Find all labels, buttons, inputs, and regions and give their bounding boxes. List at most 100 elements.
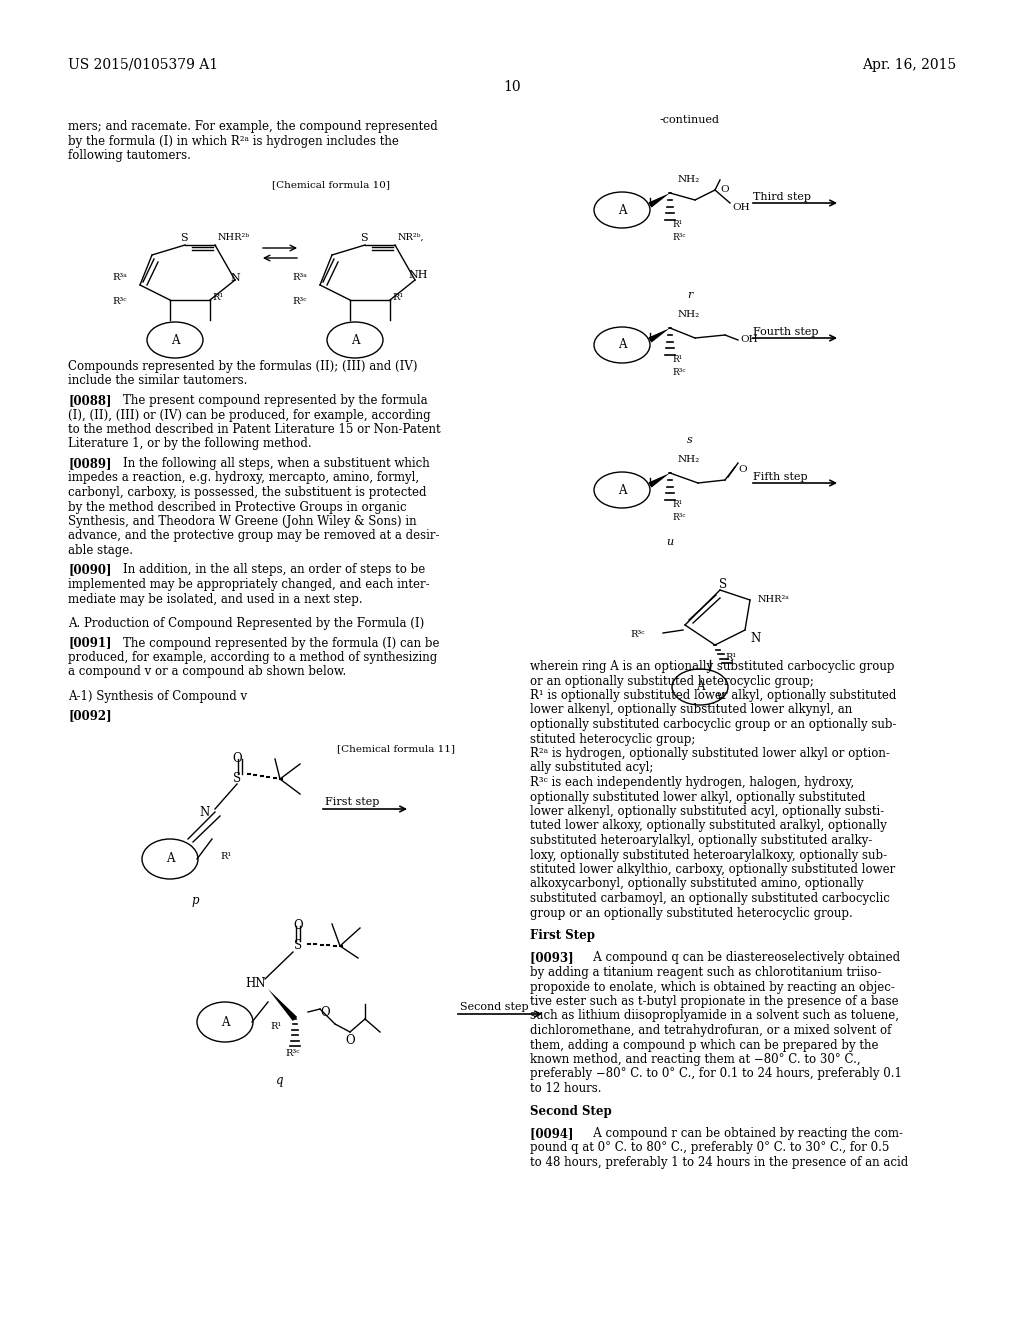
Text: substituted heteroarylalkyl, optionally substituted aralky-: substituted heteroarylalkyl, optionally …: [530, 834, 872, 847]
Text: R³ᵃ: R³ᵃ: [112, 273, 127, 282]
Text: NH₂: NH₂: [678, 455, 700, 465]
Text: In addition, in the all steps, an order of steps to be: In addition, in the all steps, an order …: [123, 564, 425, 577]
Text: NH₂: NH₂: [678, 176, 700, 183]
Text: [0089]: [0089]: [68, 457, 112, 470]
Text: 10: 10: [503, 81, 521, 94]
Polygon shape: [268, 989, 297, 1020]
Text: S: S: [232, 772, 241, 785]
Text: a compound v or a compound ab shown below.: a compound v or a compound ab shown belo…: [68, 665, 346, 678]
Text: r: r: [687, 290, 692, 300]
Text: [0094]: [0094]: [530, 1127, 578, 1140]
Text: to the method described in Patent Literature 15 or Non-Patent: to the method described in Patent Litera…: [68, 422, 440, 436]
Text: HN: HN: [245, 977, 265, 990]
Text: pound q at 0° C. to 80° C., preferably 0° C. to 30° C., for 0.5: pound q at 0° C. to 80° C., preferably 0…: [530, 1142, 890, 1155]
Text: A: A: [617, 203, 627, 216]
Text: R¹: R¹: [672, 500, 682, 510]
Text: carbonyl, carboxy, is possessed, the substituent is protected: carbonyl, carboxy, is possessed, the sub…: [68, 486, 427, 499]
Text: Second Step: Second Step: [530, 1105, 611, 1118]
Text: p: p: [191, 894, 199, 907]
Text: preferably −80° C. to 0° C., for 0.1 to 24 hours, preferably 0.1: preferably −80° C. to 0° C., for 0.1 to …: [530, 1068, 902, 1081]
Text: First Step: First Step: [530, 929, 595, 942]
Text: R²ᵃ is hydrogen, optionally substituted lower alkyl or option-: R²ᵃ is hydrogen, optionally substituted …: [530, 747, 890, 760]
Text: or an optionally substituted heterocyclic group;: or an optionally substituted heterocycli…: [530, 675, 814, 688]
Text: Compounds represented by the formulas (II); (III) and (IV): Compounds represented by the formulas (I…: [68, 360, 418, 374]
Text: mers; and racemate. For example, the compound represented: mers; and racemate. For example, the com…: [68, 120, 437, 133]
Text: advance, and the protective group may be removed at a desir-: advance, and the protective group may be…: [68, 529, 439, 543]
Polygon shape: [648, 473, 670, 487]
Polygon shape: [648, 327, 670, 343]
Text: tive ester such as t-butyl propionate in the presence of a base: tive ester such as t-butyl propionate in…: [530, 995, 899, 1008]
Text: to 12 hours.: to 12 hours.: [530, 1082, 601, 1096]
Text: q: q: [276, 1074, 284, 1086]
Text: mediate may be isolated, and used in a next step.: mediate may be isolated, and used in a n…: [68, 593, 362, 606]
Text: OH: OH: [732, 203, 750, 213]
Text: ally substituted acyl;: ally substituted acyl;: [530, 762, 653, 775]
Text: O: O: [345, 1034, 354, 1047]
Text: N: N: [230, 273, 240, 282]
Text: In the following all steps, when a substituent which: In the following all steps, when a subst…: [123, 457, 430, 470]
Text: A. Production of Compound Represented by the Formula (I): A. Production of Compound Represented by…: [68, 616, 424, 630]
Text: R³ᶜ: R³ᶜ: [285, 1049, 300, 1059]
Text: A: A: [695, 681, 705, 693]
Text: [0088]: [0088]: [68, 393, 112, 407]
Text: lower alkenyl, optionally substituted acyl, optionally substi-: lower alkenyl, optionally substituted ac…: [530, 805, 885, 818]
Text: Synthesis, and Theodora W Greene (John Wiley & Sons) in: Synthesis, and Theodora W Greene (John W…: [68, 515, 417, 528]
Text: A compound q can be diastereoselectively obtained: A compound q can be diastereoselectively…: [582, 952, 900, 965]
Text: tuted lower alkoxy, optionally substituted aralkyl, optionally: tuted lower alkoxy, optionally substitut…: [530, 820, 887, 833]
Text: R³ᶜ: R³ᶜ: [672, 368, 685, 378]
Text: them, adding a compound p which can be prepared by the: them, adding a compound p which can be p…: [530, 1039, 879, 1052]
Text: R¹: R¹: [220, 851, 231, 861]
Text: R³ᶜ is each independently hydrogen, halogen, hydroxy,: R³ᶜ is each independently hydrogen, halo…: [530, 776, 854, 789]
Text: R³ᶜ: R³ᶜ: [630, 630, 645, 639]
Text: dichloromethane, and tetrahydrofuran, or a mixed solvent of: dichloromethane, and tetrahydrofuran, or…: [530, 1024, 891, 1038]
Text: alkoxycarbonyl, optionally substituted amino, optionally: alkoxycarbonyl, optionally substituted a…: [530, 878, 863, 891]
Text: s: s: [687, 436, 693, 445]
Text: optionally substituted carbocyclic group or an optionally sub-: optionally substituted carbocyclic group…: [530, 718, 896, 731]
Text: NHR²ᵃ: NHR²ᵃ: [758, 595, 790, 605]
Text: R³ᶜ: R³ᶜ: [112, 297, 127, 306]
Text: following tautomers.: following tautomers.: [68, 149, 190, 162]
Text: Second step: Second step: [460, 1002, 528, 1012]
Text: R³ᶜ: R³ᶜ: [292, 297, 306, 306]
Text: Third step: Third step: [753, 191, 811, 202]
Text: A compound r can be obtained by reacting the com-: A compound r can be obtained by reacting…: [582, 1127, 903, 1140]
Text: US 2015/0105379 A1: US 2015/0105379 A1: [68, 58, 218, 73]
Text: A: A: [171, 334, 179, 346]
Text: The compound represented by the formula (I) can be: The compound represented by the formula …: [123, 636, 439, 649]
Text: group or an optionally substituted heterocyclic group.: group or an optionally substituted heter…: [530, 907, 853, 920]
Text: A-1) Synthesis of Compound v: A-1) Synthesis of Compound v: [68, 690, 247, 704]
Text: NR²ᵇ,: NR²ᵇ,: [398, 234, 425, 242]
Text: The present compound represented by the formula: The present compound represented by the …: [123, 393, 428, 407]
Text: [0093]: [0093]: [530, 952, 578, 965]
Text: impedes a reaction, e.g. hydroxy, mercapto, amino, formyl,: impedes a reaction, e.g. hydroxy, mercap…: [68, 471, 419, 484]
Text: Fifth step: Fifth step: [753, 473, 808, 482]
Text: S: S: [294, 939, 302, 952]
Text: A: A: [617, 483, 627, 496]
Text: by the method described in Protective Groups in organic: by the method described in Protective Gr…: [68, 500, 407, 513]
Text: [0092]: [0092]: [68, 710, 112, 722]
Text: such as lithium diisoproplyamide in a solvent such as toluene,: such as lithium diisoproplyamide in a so…: [530, 1010, 899, 1023]
Text: R¹: R¹: [725, 653, 736, 663]
Text: optionally substituted lower alkyl, optionally substituted: optionally substituted lower alkyl, opti…: [530, 791, 865, 804]
Text: O: O: [721, 185, 729, 194]
Text: able stage.: able stage.: [68, 544, 133, 557]
Text: v: v: [717, 690, 723, 704]
Text: S: S: [180, 234, 187, 243]
Text: NH: NH: [408, 271, 427, 280]
Text: u: u: [667, 537, 674, 546]
Text: R³ᶜ: R³ᶜ: [672, 513, 685, 521]
Text: produced, for example, according to a method of synthesizing: produced, for example, according to a me…: [68, 651, 437, 664]
Text: propoxide to enolate, which is obtained by reacting an objec-: propoxide to enolate, which is obtained …: [530, 981, 895, 994]
Text: R¹: R¹: [392, 293, 403, 302]
Text: O: O: [293, 919, 303, 932]
Text: lower alkenyl, optionally substituted lower alkynyl, an: lower alkenyl, optionally substituted lo…: [530, 704, 852, 717]
Text: N: N: [750, 632, 760, 645]
Text: A: A: [221, 1015, 229, 1028]
Text: Literature 1, or by the following method.: Literature 1, or by the following method…: [68, 437, 311, 450]
Text: substituted carbamoyl, an optionally substituted carbocyclic: substituted carbamoyl, an optionally sub…: [530, 892, 890, 906]
Text: stituted heterocyclic group;: stituted heterocyclic group;: [530, 733, 695, 746]
Text: -continued: -continued: [660, 115, 720, 125]
Text: by adding a titanium reagent such as chlorotitanium triiso-: by adding a titanium reagent such as chl…: [530, 966, 882, 979]
Text: known method, and reacting them at −80° C. to 30° C.,: known method, and reacting them at −80° …: [530, 1053, 860, 1067]
Text: S: S: [360, 234, 368, 243]
